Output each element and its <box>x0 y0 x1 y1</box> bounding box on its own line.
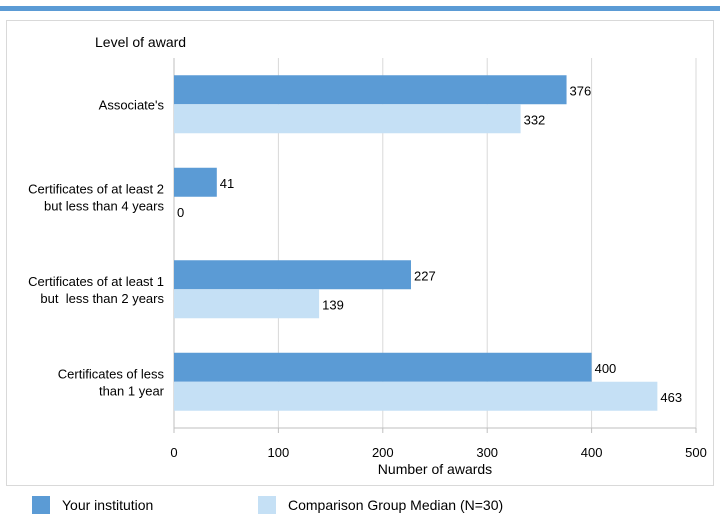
legend-item-institution: Your institution <box>32 495 153 515</box>
data-label: 332 <box>524 112 546 127</box>
bar-institution <box>174 75 567 105</box>
x-tick-label: 200 <box>372 445 394 460</box>
category-label: Associate's <box>99 97 165 112</box>
bar-institution <box>174 260 411 290</box>
bar-comparison <box>174 289 320 319</box>
category-label: than 1 year <box>99 383 165 398</box>
x-tick-label: 300 <box>476 445 498 460</box>
category-axis-title: Level of award <box>95 34 186 50</box>
legend-label-institution: Your institution <box>62 497 154 513</box>
legend-label-comparison: Comparison Group Median (N=30) <box>288 497 504 513</box>
bar-institution <box>174 167 217 197</box>
top-accent-rule <box>0 6 720 11</box>
x-tick-label: 100 <box>268 445 290 460</box>
category-label: Certificates of at least 1 <box>28 274 164 289</box>
data-label: 139 <box>322 297 344 312</box>
data-label: 463 <box>660 390 682 405</box>
category-label: but less than 2 years <box>40 291 164 306</box>
category-label: but less than 4 years <box>44 198 164 213</box>
x-axis-title: Number of awards <box>378 461 492 477</box>
x-tick-label: 400 <box>581 445 603 460</box>
data-label: 400 <box>595 361 617 376</box>
legend-swatch-institution <box>32 496 50 514</box>
data-label: 376 <box>570 83 592 98</box>
legend-item-comparison: Comparison Group Median (N=30) <box>258 495 503 515</box>
x-tick-label: 0 <box>170 445 177 460</box>
data-label: 41 <box>220 176 234 191</box>
legend-swatch-comparison <box>258 496 276 514</box>
data-label: 0 <box>177 205 184 220</box>
bar-institution <box>174 352 592 382</box>
bar-comparison <box>174 381 658 411</box>
category-label: Certificates of at least 2 <box>28 181 164 196</box>
bar-comparison <box>174 104 521 134</box>
data-label: 227 <box>414 268 436 283</box>
x-tick-label: 500 <box>685 445 707 460</box>
category-label: Certificates of less <box>58 366 165 381</box>
